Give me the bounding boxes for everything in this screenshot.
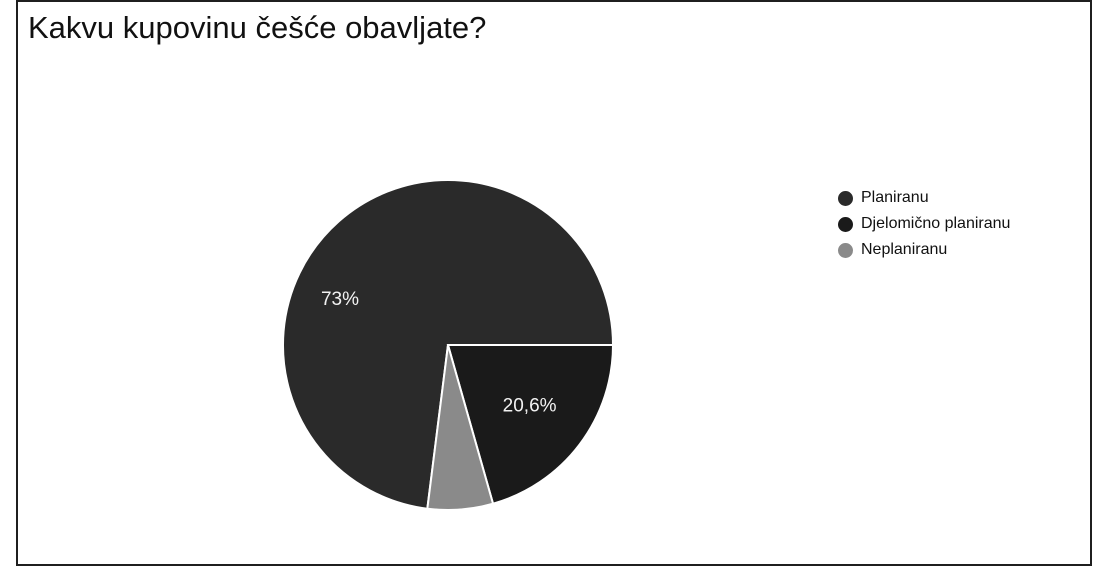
legend-item-neplaniranu[interactable]: Neplaniranu <box>838 237 1010 263</box>
legend-label-neplaniranu: Neplaniranu <box>861 241 948 258</box>
pie-label-planiranu: 73% <box>321 289 359 310</box>
legend-label-djelomicno-planiranu: Djelomično planiranu <box>861 215 1011 232</box>
legend-item-djelomicno-planiranu[interactable]: Djelomično planiranu <box>838 211 1010 237</box>
legend-item-planiranu[interactable]: Planiranu <box>838 185 1010 211</box>
pie-slice-neplaniranu[interactable] <box>426 344 495 511</box>
legend-swatch-planiranu <box>838 190 853 206</box>
chart-title: Kakvu kupovinu češće obavljate? <box>28 10 487 45</box>
legend-swatch-neplaniranu <box>838 242 853 258</box>
legend: Planiranu Djelomično planiranu Neplanira… <box>838 185 1010 263</box>
pie-label-djelomicno-planiranu: 20,6% <box>503 396 557 417</box>
pie-slice-djelomicno-planiranu[interactable] <box>446 344 615 505</box>
chart-frame: Kakvu kupovinu češće obavljate? 73% 20,6%… <box>16 0 1092 566</box>
pie-chart: 73% 20,6% <box>282 179 615 511</box>
legend-label-planiranu: Planiranu <box>861 189 929 206</box>
legend-swatch-djelomicno-planiranu <box>838 216 853 232</box>
